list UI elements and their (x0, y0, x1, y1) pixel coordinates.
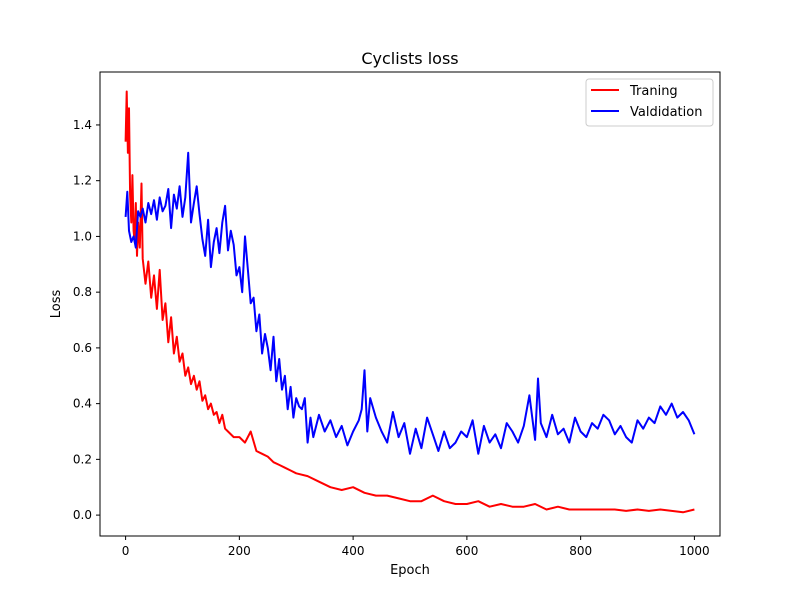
series-line-valdidation (124, 151, 696, 455)
x-tick-label: 800 (569, 544, 592, 558)
x-tick-label: 0 (122, 544, 130, 558)
y-tick-label: 0.0 (73, 508, 92, 522)
x-axis-label: Epoch (390, 563, 430, 578)
y-tick-label: 0.8 (73, 285, 92, 299)
x-tick-label: 200 (228, 544, 251, 558)
x-tick-label: 1000 (679, 544, 710, 558)
y-axis-label: Loss (49, 290, 64, 319)
y-tick-label: 1.2 (73, 174, 92, 188)
series-line-traning (124, 90, 695, 514)
x-tick-label: 400 (342, 544, 365, 558)
y-tick-label: 1.4 (73, 118, 92, 132)
y-tick-label: 1.0 (73, 229, 92, 243)
axes-frame (99, 71, 721, 537)
y-tick-label: 0.2 (73, 452, 92, 466)
x-axis: 0 200 400 600 800 1000 (122, 536, 710, 558)
legend-label-traning: Traning (629, 84, 678, 99)
chart-title: Cyclists loss (361, 49, 458, 68)
plot-area (124, 90, 696, 514)
legend-label-valdidation: Valdidation (630, 105, 702, 120)
y-tick-label: 0.4 (73, 397, 92, 411)
x-tick-label: 600 (455, 544, 478, 558)
legend: Traning Valdidation (585, 78, 714, 127)
y-tick-label: 0.6 (73, 341, 92, 355)
y-axis: 0.0 0.2 0.4 0.6 0.8 1.0 1.2 1.4 (73, 118, 100, 522)
